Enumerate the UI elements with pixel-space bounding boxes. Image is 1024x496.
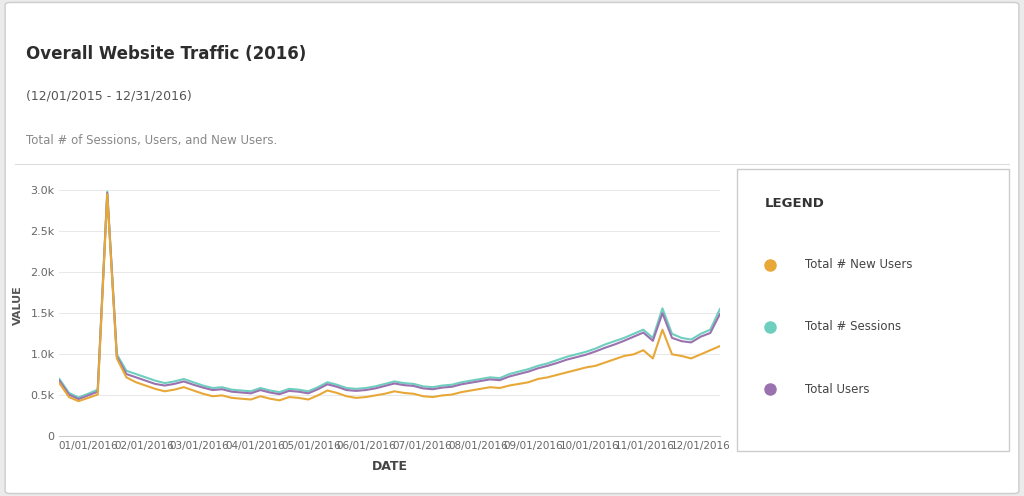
Text: (12/01/2015 - 12/31/2016): (12/01/2015 - 12/31/2016)	[26, 89, 191, 102]
Text: Total # of Sessions, Users, and New Users.: Total # of Sessions, Users, and New User…	[26, 134, 276, 147]
Text: LEGEND: LEGEND	[764, 197, 824, 210]
Text: Total # New Users: Total # New Users	[805, 258, 912, 271]
Text: Overall Website Traffic (2016): Overall Website Traffic (2016)	[26, 45, 306, 62]
Y-axis label: VALUE: VALUE	[13, 285, 24, 325]
FancyBboxPatch shape	[737, 169, 1009, 451]
X-axis label: DATE: DATE	[372, 460, 408, 473]
Text: Total Users: Total Users	[805, 382, 869, 396]
Text: Total # Sessions: Total # Sessions	[805, 320, 901, 333]
